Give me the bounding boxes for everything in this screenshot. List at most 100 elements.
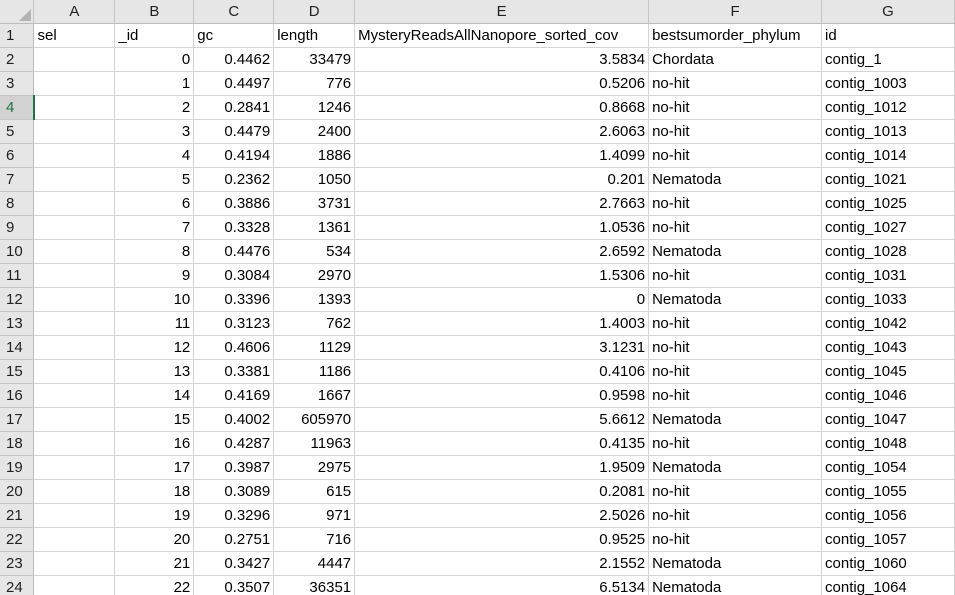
cell-a[interactable]: sel	[33, 23, 116, 48]
row-header[interactable]: 6	[0, 143, 35, 168]
cell-c[interactable]: 0.3886	[193, 191, 275, 216]
cell-c[interactable]: 0.3328	[193, 215, 275, 240]
row-header[interactable]: 18	[0, 431, 35, 456]
cell-a[interactable]	[33, 47, 116, 72]
cell-c[interactable]: 0.3084	[193, 263, 275, 288]
cell-g[interactable]: contig_1014	[821, 143, 955, 168]
cell-e[interactable]: 3.1231	[354, 335, 650, 360]
cell-f[interactable]: no-hit	[648, 383, 823, 408]
cell-a[interactable]	[33, 407, 116, 432]
column-header-b[interactable]: B	[114, 0, 195, 24]
row-header[interactable]: 9	[0, 215, 35, 240]
cell-f[interactable]: Nematoda	[648, 239, 823, 264]
cell-f[interactable]: no-hit	[648, 503, 823, 528]
cell-b[interactable]: 13	[114, 359, 195, 384]
cell-f[interactable]: no-hit	[648, 191, 823, 216]
cell-a[interactable]	[33, 527, 116, 552]
cell-d[interactable]: 36351	[273, 575, 356, 595]
cell-e[interactable]: 2.6063	[354, 119, 650, 144]
column-header-f[interactable]: F	[648, 0, 823, 24]
cell-a[interactable]	[33, 239, 116, 264]
cell-g[interactable]: contig_1033	[821, 287, 955, 312]
cell-b[interactable]: 22	[114, 575, 195, 595]
cell-c[interactable]: gc	[193, 23, 275, 48]
cell-f[interactable]: no-hit	[648, 479, 823, 504]
cell-g[interactable]: contig_1013	[821, 119, 955, 144]
row-header[interactable]: 15	[0, 359, 35, 384]
cell-d[interactable]: 605970	[273, 407, 356, 432]
cell-g[interactable]: contig_1057	[821, 527, 955, 552]
cell-e[interactable]: 6.5134	[354, 575, 650, 595]
cell-a[interactable]	[33, 143, 116, 168]
cell-g[interactable]: contig_1046	[821, 383, 955, 408]
cell-f[interactable]: Nematoda	[648, 287, 823, 312]
cell-b[interactable]: 18	[114, 479, 195, 504]
cell-d[interactable]: 1361	[273, 215, 356, 240]
cell-f[interactable]: no-hit	[648, 143, 823, 168]
cell-d[interactable]: 1246	[273, 95, 356, 120]
cell-f[interactable]: no-hit	[648, 119, 823, 144]
cell-e[interactable]: 0	[354, 287, 650, 312]
cell-b[interactable]: 21	[114, 551, 195, 576]
cell-c[interactable]: 0.2841	[193, 95, 275, 120]
cell-g[interactable]: contig_1	[821, 47, 955, 72]
cell-c[interactable]: 0.3123	[193, 311, 275, 336]
cell-c[interactable]: 0.2362	[193, 167, 275, 192]
cell-a[interactable]	[33, 431, 116, 456]
cell-f[interactable]: no-hit	[648, 263, 823, 288]
cell-g[interactable]: contig_1031	[821, 263, 955, 288]
cell-g[interactable]: contig_1028	[821, 239, 955, 264]
cell-g[interactable]: contig_1055	[821, 479, 955, 504]
cell-c[interactable]: 0.3427	[193, 551, 275, 576]
column-header-e[interactable]: E	[354, 0, 650, 24]
row-header[interactable]: 10	[0, 239, 35, 264]
cell-e[interactable]: 0.9598	[354, 383, 650, 408]
cell-a[interactable]	[33, 383, 116, 408]
cell-f[interactable]: no-hit	[648, 527, 823, 552]
cell-c[interactable]: 0.2751	[193, 527, 275, 552]
cell-c[interactable]: 0.4497	[193, 71, 275, 96]
cell-b[interactable]: 0	[114, 47, 195, 72]
row-header[interactable]: 8	[0, 191, 35, 216]
cell-d[interactable]: 615	[273, 479, 356, 504]
cell-g[interactable]: contig_1060	[821, 551, 955, 576]
cell-d[interactable]: 11963	[273, 431, 356, 456]
cell-g[interactable]: contig_1047	[821, 407, 955, 432]
cell-e[interactable]: 1.4003	[354, 311, 650, 336]
cell-e[interactable]: 0.5206	[354, 71, 650, 96]
cell-a[interactable]	[33, 503, 116, 528]
cell-g[interactable]: contig_1025	[821, 191, 955, 216]
cell-d[interactable]: 2400	[273, 119, 356, 144]
row-header[interactable]: 21	[0, 503, 35, 528]
cell-d[interactable]: 1393	[273, 287, 356, 312]
cell-e[interactable]: 2.1552	[354, 551, 650, 576]
cell-d[interactable]: 776	[273, 71, 356, 96]
cell-d[interactable]: 1129	[273, 335, 356, 360]
cell-g[interactable]: contig_1021	[821, 167, 955, 192]
cell-a[interactable]	[33, 455, 116, 480]
cell-e[interactable]: 0.4135	[354, 431, 650, 456]
cell-d[interactable]: 534	[273, 239, 356, 264]
cell-e[interactable]: 2.5026	[354, 503, 650, 528]
row-header[interactable]: 5	[0, 119, 35, 144]
cell-e[interactable]: 1.5306	[354, 263, 650, 288]
cell-d[interactable]: 4447	[273, 551, 356, 576]
cell-b[interactable]: 10	[114, 287, 195, 312]
cell-d[interactable]: length	[273, 23, 356, 48]
cell-b[interactable]: 15	[114, 407, 195, 432]
cell-b[interactable]: 7	[114, 215, 195, 240]
cell-e[interactable]: MysteryReadsAllNanopore_sorted_cov	[354, 23, 650, 48]
cell-e[interactable]: 0.9525	[354, 527, 650, 552]
cell-d[interactable]: 1667	[273, 383, 356, 408]
column-header-a[interactable]: A	[33, 0, 116, 24]
cell-e[interactable]: 0.4106	[354, 359, 650, 384]
cell-e[interactable]: 2.7663	[354, 191, 650, 216]
cell-f[interactable]: no-hit	[648, 335, 823, 360]
cell-a[interactable]	[33, 119, 116, 144]
row-header[interactable]: 4	[0, 95, 35, 120]
row-header[interactable]: 16	[0, 383, 35, 408]
cell-e[interactable]: 1.4099	[354, 143, 650, 168]
cell-e[interactable]: 1.9509	[354, 455, 650, 480]
cell-c[interactable]: 0.3381	[193, 359, 275, 384]
cell-c[interactable]: 0.4002	[193, 407, 275, 432]
